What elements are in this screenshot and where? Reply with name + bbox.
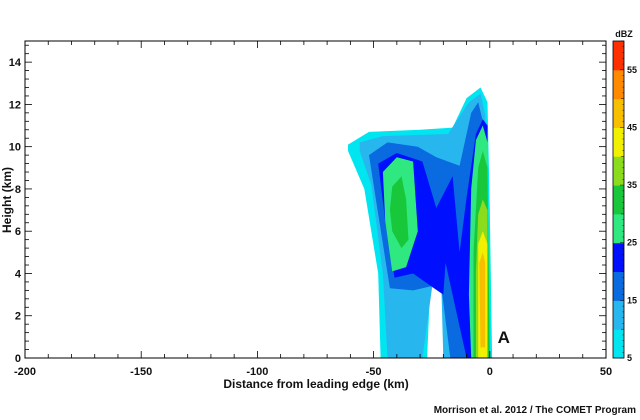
colorbar-swatch-40dbz	[613, 127, 624, 157]
colorbar-tick-label: 5	[627, 353, 632, 363]
plot-frame	[24, 40, 607, 359]
colorbar-tick-label: 35	[627, 180, 637, 190]
colorbar-tick-labels: 5 15 25 35 45 55	[627, 65, 637, 363]
y-tick-label: 0	[15, 353, 21, 365]
colorbar-tick-label: 25	[627, 238, 637, 248]
colorbar-swatch-50dbz	[613, 69, 624, 100]
y-tick-label: 10	[9, 142, 21, 154]
colorbar-swatch-55dbz	[613, 41, 624, 71]
colorbar-tick-label: 15	[627, 295, 637, 305]
colorbar-swatch-35dbz	[613, 156, 624, 186]
x-axis-tick-labels: -200 -150 -100 -50 0 50	[14, 366, 612, 378]
colorbar-swatch-30dbz	[613, 185, 624, 215]
x-axis-ticks	[24, 41, 607, 358]
colorbar-ticks	[620, 40, 624, 359]
x-tick-label: -50	[366, 366, 382, 378]
reflectivity-contours	[348, 87, 493, 358]
x-tick-label: -200	[14, 366, 36, 378]
y-tick-label: 4	[15, 268, 22, 280]
colorbar-frame	[612, 40, 625, 359]
y-tick-label: 2	[15, 311, 21, 323]
y-tick-label: 8	[15, 184, 21, 196]
colorbar-tick-label: 55	[627, 65, 637, 75]
reflectivity-region-45dbz	[479, 252, 486, 348]
colorbar-swatch-15dbz	[613, 271, 624, 301]
credit-line: Morrison et al. 2012 / The COMET Program	[434, 405, 636, 416]
y-tick-label: 6	[15, 226, 21, 238]
colorbar	[613, 41, 624, 359]
colorbar-tick-label: 45	[627, 122, 637, 132]
x-tick-label: 50	[600, 366, 612, 378]
y-axis-title: Height (km)	[0, 167, 14, 233]
colorbar-swatch-25dbz	[613, 213, 624, 244]
plot-background	[25, 41, 606, 358]
y-axis-tick-labels: 0 2 4 6 8 10 12 14	[9, 57, 22, 365]
x-tick-label: 0	[487, 366, 493, 378]
colorbar-unit: dBZ	[615, 29, 633, 39]
x-axis-title: Distance from leading edge (km)	[223, 377, 408, 391]
x-tick-label: -100	[246, 366, 268, 378]
colorbar-swatch-10dbz	[613, 300, 624, 330]
annotation-label-a: A	[498, 328, 510, 347]
y-tick-label: 12	[9, 99, 21, 111]
y-axis-ticks	[25, 44, 606, 359]
x-tick-label: -150	[130, 366, 152, 378]
y-tick-label: 14	[9, 57, 22, 69]
colorbar-swatch-20dbz	[613, 242, 624, 273]
colorbar-swatch-45dbz	[613, 98, 624, 128]
colorbar-swatch-5dbz	[613, 329, 624, 359]
reflectivity-region-30dbz	[389, 176, 409, 249]
